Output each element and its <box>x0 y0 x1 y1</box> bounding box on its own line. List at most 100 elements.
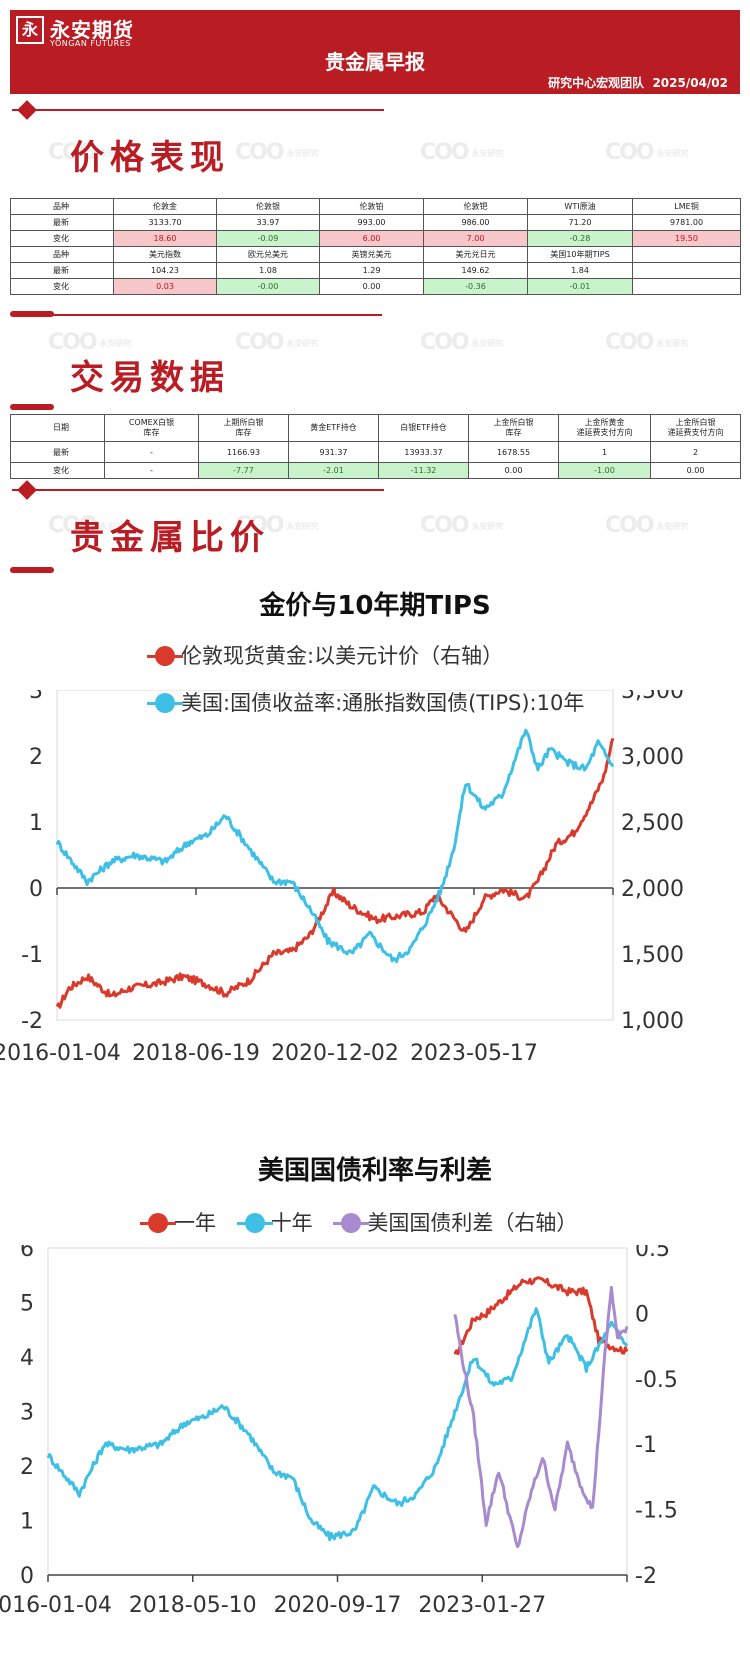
watermark: COO 永安研究 <box>605 140 689 165</box>
table-cell: WTI原油 <box>527 198 633 215</box>
table-cell: 993.00 <box>319 214 424 231</box>
column-header: 上期所白银 库存 <box>198 414 289 442</box>
section-bar <box>10 311 54 317</box>
y-right-tick-label: -1 <box>635 1433 657 1458</box>
y-right-tick-label: -1.5 <box>635 1499 678 1524</box>
table-row: 变化 18.60 -0.09 6.00 7.00 -0.28 19.50 <box>10 230 741 247</box>
column-header: 日期 <box>10 414 105 442</box>
table-cell: 9781.00 <box>632 214 741 231</box>
y-left-tick-label: 3 <box>20 1401 34 1426</box>
table-cell: 33.97 <box>216 214 320 231</box>
table-cell: 美国10年期TIPS <box>527 246 633 263</box>
table-cell: 986.00 <box>423 214 528 231</box>
change-cell: 0.03 <box>113 278 217 295</box>
change-cell: -0.00 <box>216 278 320 295</box>
change-cell: -11.32 <box>378 462 469 479</box>
table-cell: 1166.93 <box>198 441 289 463</box>
section-bar <box>10 404 54 410</box>
table-cell: 931.37 <box>288 441 379 463</box>
logo-company-name-en: YONGAN FUTURES <box>50 39 131 48</box>
table-cell: 1678.55 <box>468 441 559 463</box>
legend-marker-icon <box>140 1213 176 1233</box>
change-cell: -0.36 <box>423 278 528 295</box>
table-cell: 1.29 <box>319 262 424 279</box>
table-cell: 2 <box>650 441 741 463</box>
change-cell: -0.01 <box>527 278 633 295</box>
section-rule <box>52 314 382 316</box>
chart1-title: 金价与10年期TIPS <box>259 591 491 621</box>
table-cell: 13933.37 <box>378 441 469 463</box>
chart1-plot: 3 2 1 0 -1 -2 3,500 3,000 2,500 2,000 1,500 1,000 20… <box>0 690 684 1066</box>
y-right-tick-label: -0.5 <box>635 1368 678 1393</box>
y-right-tick-label: 1,000 <box>621 1009 684 1034</box>
report-header: 永 永安期货 YONGAN FUTURES 贵金属早报 研究中心宏观团队 202… <box>10 10 740 94</box>
watermark: COO 永安研究 <box>48 330 132 355</box>
chart1-legend-tips: 美国:国债收益率:通胀指数国债(TIPS):10年 <box>147 687 584 717</box>
row-label: 品种 <box>10 198 114 215</box>
table-cell: 伦敦钯 <box>423 198 528 215</box>
change-cell: -0.09 <box>216 230 320 247</box>
table-cell: 伦敦金 <box>113 198 217 215</box>
table-row: 变化 0.03 -0.00 0.00 -0.36 -0.01 <box>10 278 741 295</box>
table-cell: 104.23 <box>113 262 217 279</box>
y-left-tick-label: 0 <box>29 877 43 902</box>
report-team: 研究中心宏观团队 <box>548 76 645 90</box>
y-left-tick-label: -1 <box>21 943 43 968</box>
section-title-ratio: 贵金属比价 <box>70 518 270 558</box>
change-cell: -0.28 <box>527 230 633 247</box>
section-title-price: 价格表现 <box>70 138 230 178</box>
change-cell: -7.77 <box>198 462 289 479</box>
table-cell: LME铜 <box>632 198 741 215</box>
y-left-tick-label: 5 <box>20 1292 34 1317</box>
logo-company-name: 永安期货 <box>50 18 134 42</box>
table-cell: 1.84 <box>527 262 633 279</box>
section-bar <box>10 567 54 573</box>
table-row: 最新 - 1166.93 931.37 13933.37 1678.55 1 2 <box>10 441 741 463</box>
watermark: COO 永安研究 <box>48 513 132 538</box>
y-left-tick-label: 1 <box>20 1510 34 1535</box>
series-line-2 <box>46 1307 629 1542</box>
trade-table: 日期 COMEX白银 库存 上期所白银 库存 黄金ETF持仓 白银ETF持仓 上金所… <box>10 414 741 479</box>
table-cell: - <box>104 441 199 463</box>
y-left-tick-label: -2 <box>21 1009 43 1034</box>
table-row: 品种 伦敦金 伦敦银 伦敦铂 伦敦钯 WTI原油 LME铜 <box>10 198 741 215</box>
x-tick-label: 2018-05-10 <box>129 1593 257 1618</box>
table-row: 最新 104.23 1.08 1.29 149.62 1.84 <box>10 262 741 279</box>
x-tick-label: 2020-09-17 <box>274 1593 402 1618</box>
table-cell: 美元指数 <box>113 246 217 263</box>
table-cell: 伦敦铂 <box>319 198 424 215</box>
yongan-logo-icon: 永 <box>16 16 44 44</box>
row-label: 最新 <box>10 441 105 463</box>
change-cell: 6.00 <box>319 230 424 247</box>
chart2-legend: 一年 十年 美国国债利差（右轴） <box>140 1207 577 1237</box>
y-right-tick-label: 0.5 <box>635 1245 670 1262</box>
watermark: COO 永安研究 <box>420 140 504 165</box>
watermark: COO 永安研究 <box>235 330 319 355</box>
y-left-tick-label: 2 <box>29 745 43 770</box>
x-tick-label: 2020-12-02 <box>271 1041 399 1066</box>
column-header: 上金所白银 递延费支付方向 <box>650 414 741 442</box>
table-cell: 1.08 <box>216 262 320 279</box>
y-left-tick-label: 6 <box>20 1245 34 1262</box>
table-cell <box>632 262 741 279</box>
plot-frame <box>47 1247 628 1576</box>
table-cell: 欧元兑美元 <box>216 246 320 263</box>
change-cell: 18.60 <box>113 230 217 247</box>
series-line-1 <box>55 737 615 1009</box>
change-cell: -1.00 <box>558 462 651 479</box>
y-right-tick-label: 3,000 <box>621 745 684 770</box>
row-label: 品种 <box>10 246 114 263</box>
table-cell: 英镑兑美元 <box>319 246 424 263</box>
column-header: 黄金ETF持仓 <box>288 414 379 442</box>
section-rule <box>12 489 384 491</box>
change-cell: 19.50 <box>632 230 741 247</box>
table-cell: 149.62 <box>423 262 528 279</box>
table-cell: 3133.70 <box>113 214 217 231</box>
y-right-tick-label: 2,000 <box>621 877 684 902</box>
plot-frame <box>56 690 614 1021</box>
column-header: 白银ETF持仓 <box>378 414 469 442</box>
x-tick-label: 2016-01-04 <box>0 1041 121 1066</box>
y-left-tick-label: 1 <box>29 811 43 836</box>
watermark: COO 永安研究 <box>235 513 319 538</box>
watermark: COO 永安研究 <box>605 330 689 355</box>
